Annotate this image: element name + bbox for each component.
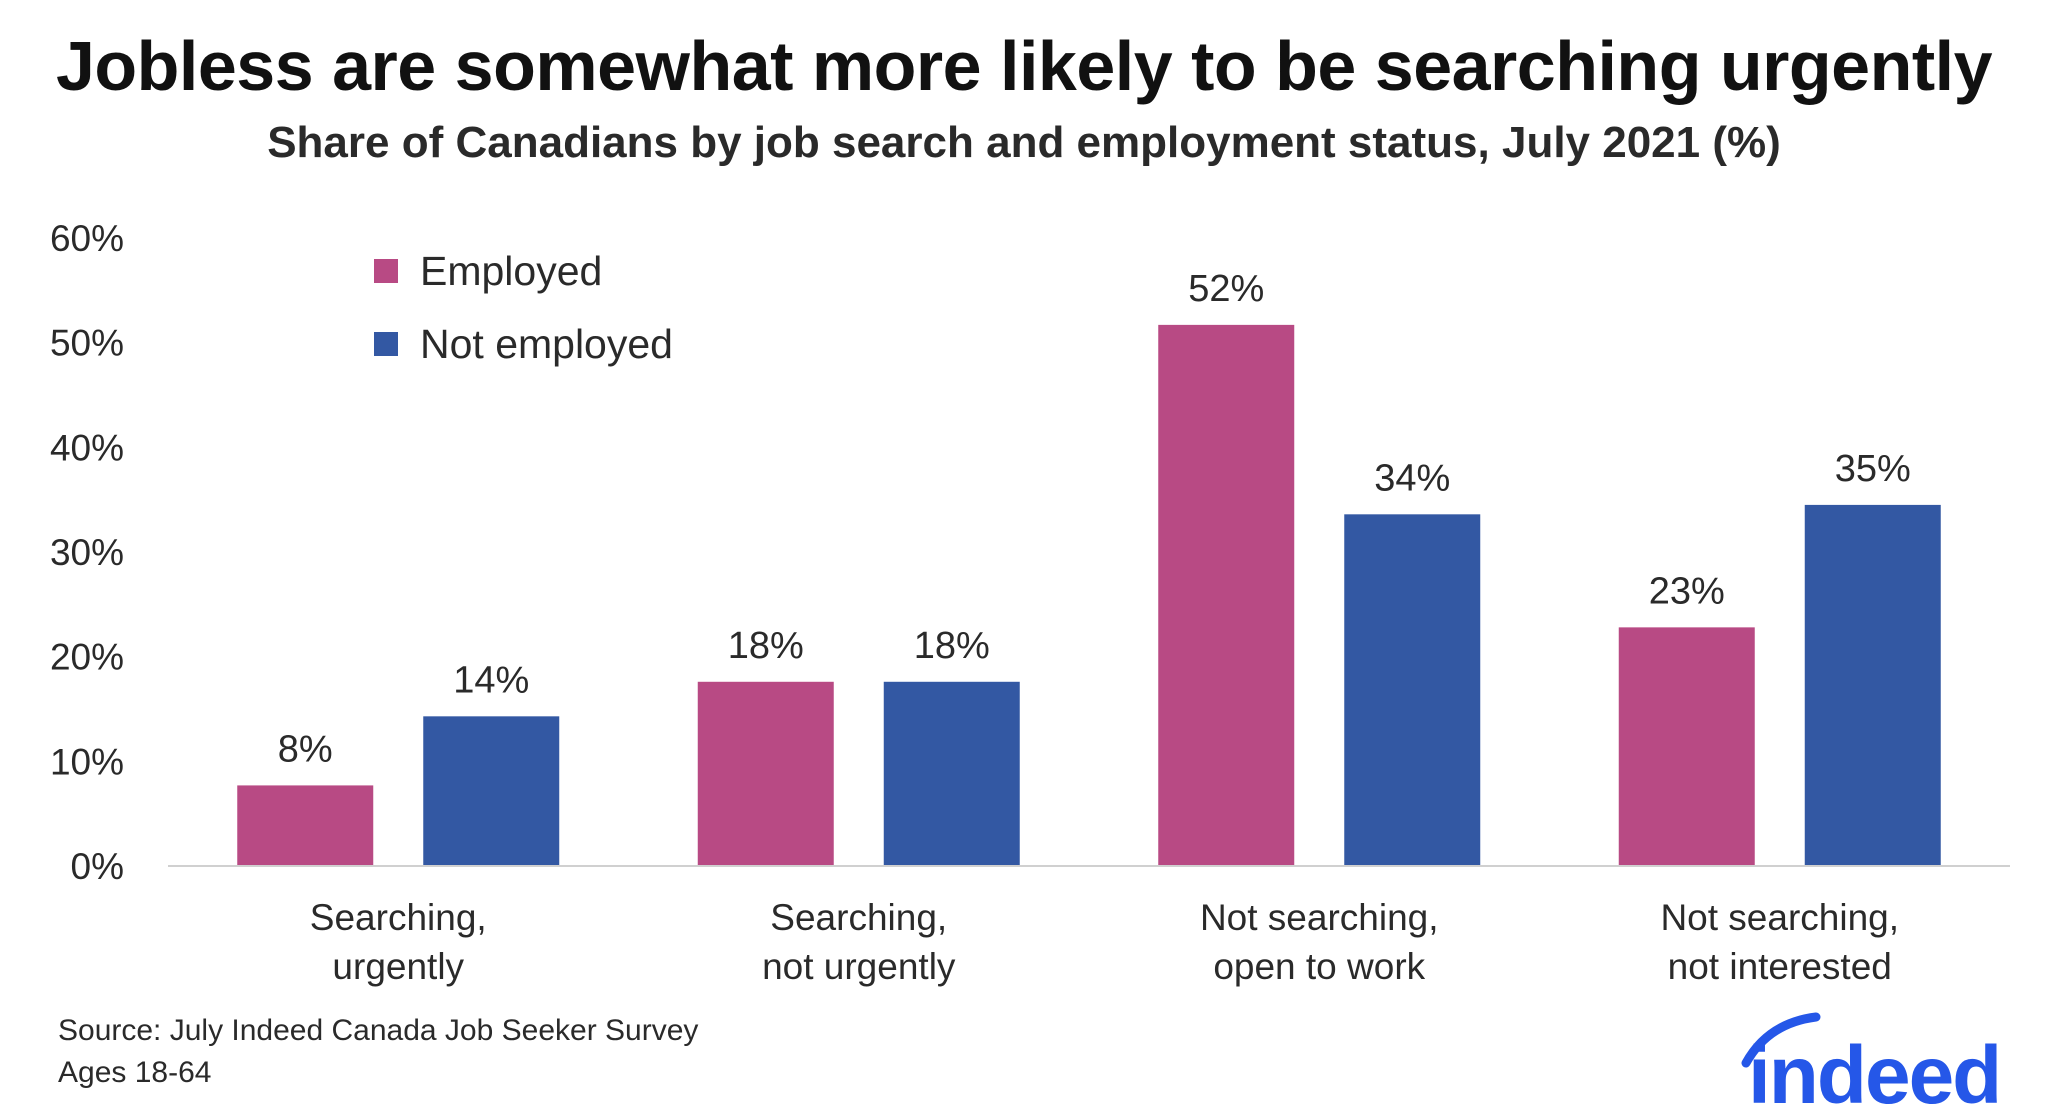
data-label: 34% xyxy=(1374,457,1450,499)
chart-subtitle: Share of Canadians by job search and emp… xyxy=(267,118,1781,167)
category-label: Searching, xyxy=(770,897,947,938)
x-axis: Searching, urgently Searching, not urgently… xyxy=(310,897,1899,987)
y-tick-label: 60% xyxy=(50,218,124,259)
bar-employed xyxy=(1158,324,1295,867)
source-line: Ages 18-64 xyxy=(58,1056,212,1089)
legend-label: Employed xyxy=(420,248,602,294)
logo-arc xyxy=(1741,1012,1821,1068)
data-label: 23% xyxy=(1649,570,1725,612)
category-label: not urgently xyxy=(762,946,956,987)
y-tick-label: 30% xyxy=(50,532,124,573)
logo-wordmark: indeed xyxy=(1748,1030,2000,1115)
bar-not-employed xyxy=(1804,504,1941,866)
legend-swatch xyxy=(374,259,398,283)
bar-employed xyxy=(1618,627,1755,866)
indeed-logo: indeed xyxy=(1741,1012,2002,1115)
y-axis: 0% 10% 20% 30% 40% 50% 60% xyxy=(50,218,124,887)
chart-title: Jobless are somewhat more likely to be s… xyxy=(55,27,1993,105)
y-tick-label: 20% xyxy=(50,637,124,678)
bar-not-employed xyxy=(423,716,560,866)
category-label: open to work xyxy=(1213,946,1425,987)
data-label: 52% xyxy=(1188,268,1264,310)
bar-chart: 0% 10% 20% 30% 40% 50% 60% 8% 14% 18% 18% 52% 34% 23… xyxy=(50,218,2010,987)
data-label: 8% xyxy=(278,728,333,770)
category-label: Searching, xyxy=(310,897,487,938)
data-label: 18% xyxy=(914,625,990,667)
category-label: urgently xyxy=(332,946,464,987)
category-label: Not searching, xyxy=(1660,897,1899,938)
y-tick-label: 40% xyxy=(50,427,124,468)
y-tick-label: 0% xyxy=(71,846,124,887)
source-line: Source: July Indeed Canada Job Seeker Su… xyxy=(58,1014,699,1047)
category-label: Not searching, xyxy=(1200,897,1439,938)
bar-employed xyxy=(237,785,374,866)
y-tick-label: 10% xyxy=(50,741,124,782)
data-labels: 8% 14% 18% 18% 52% 34% 23% 35% xyxy=(278,268,1911,771)
legend: Employed Not employed xyxy=(374,248,673,367)
data-label: 14% xyxy=(453,659,529,701)
bar-not-employed xyxy=(1344,514,1481,866)
source-note: Source: July Indeed Canada Job Seeker Su… xyxy=(58,1010,698,1094)
data-label: 18% xyxy=(728,625,804,667)
bar-not-employed xyxy=(883,681,1020,866)
bar-employed xyxy=(697,681,834,866)
legend-label: Not employed xyxy=(420,321,673,367)
category-label: not interested xyxy=(1668,946,1892,987)
data-label: 35% xyxy=(1835,448,1911,490)
bars xyxy=(237,324,1941,867)
y-tick-label: 50% xyxy=(50,323,124,364)
legend-swatch xyxy=(374,332,398,356)
